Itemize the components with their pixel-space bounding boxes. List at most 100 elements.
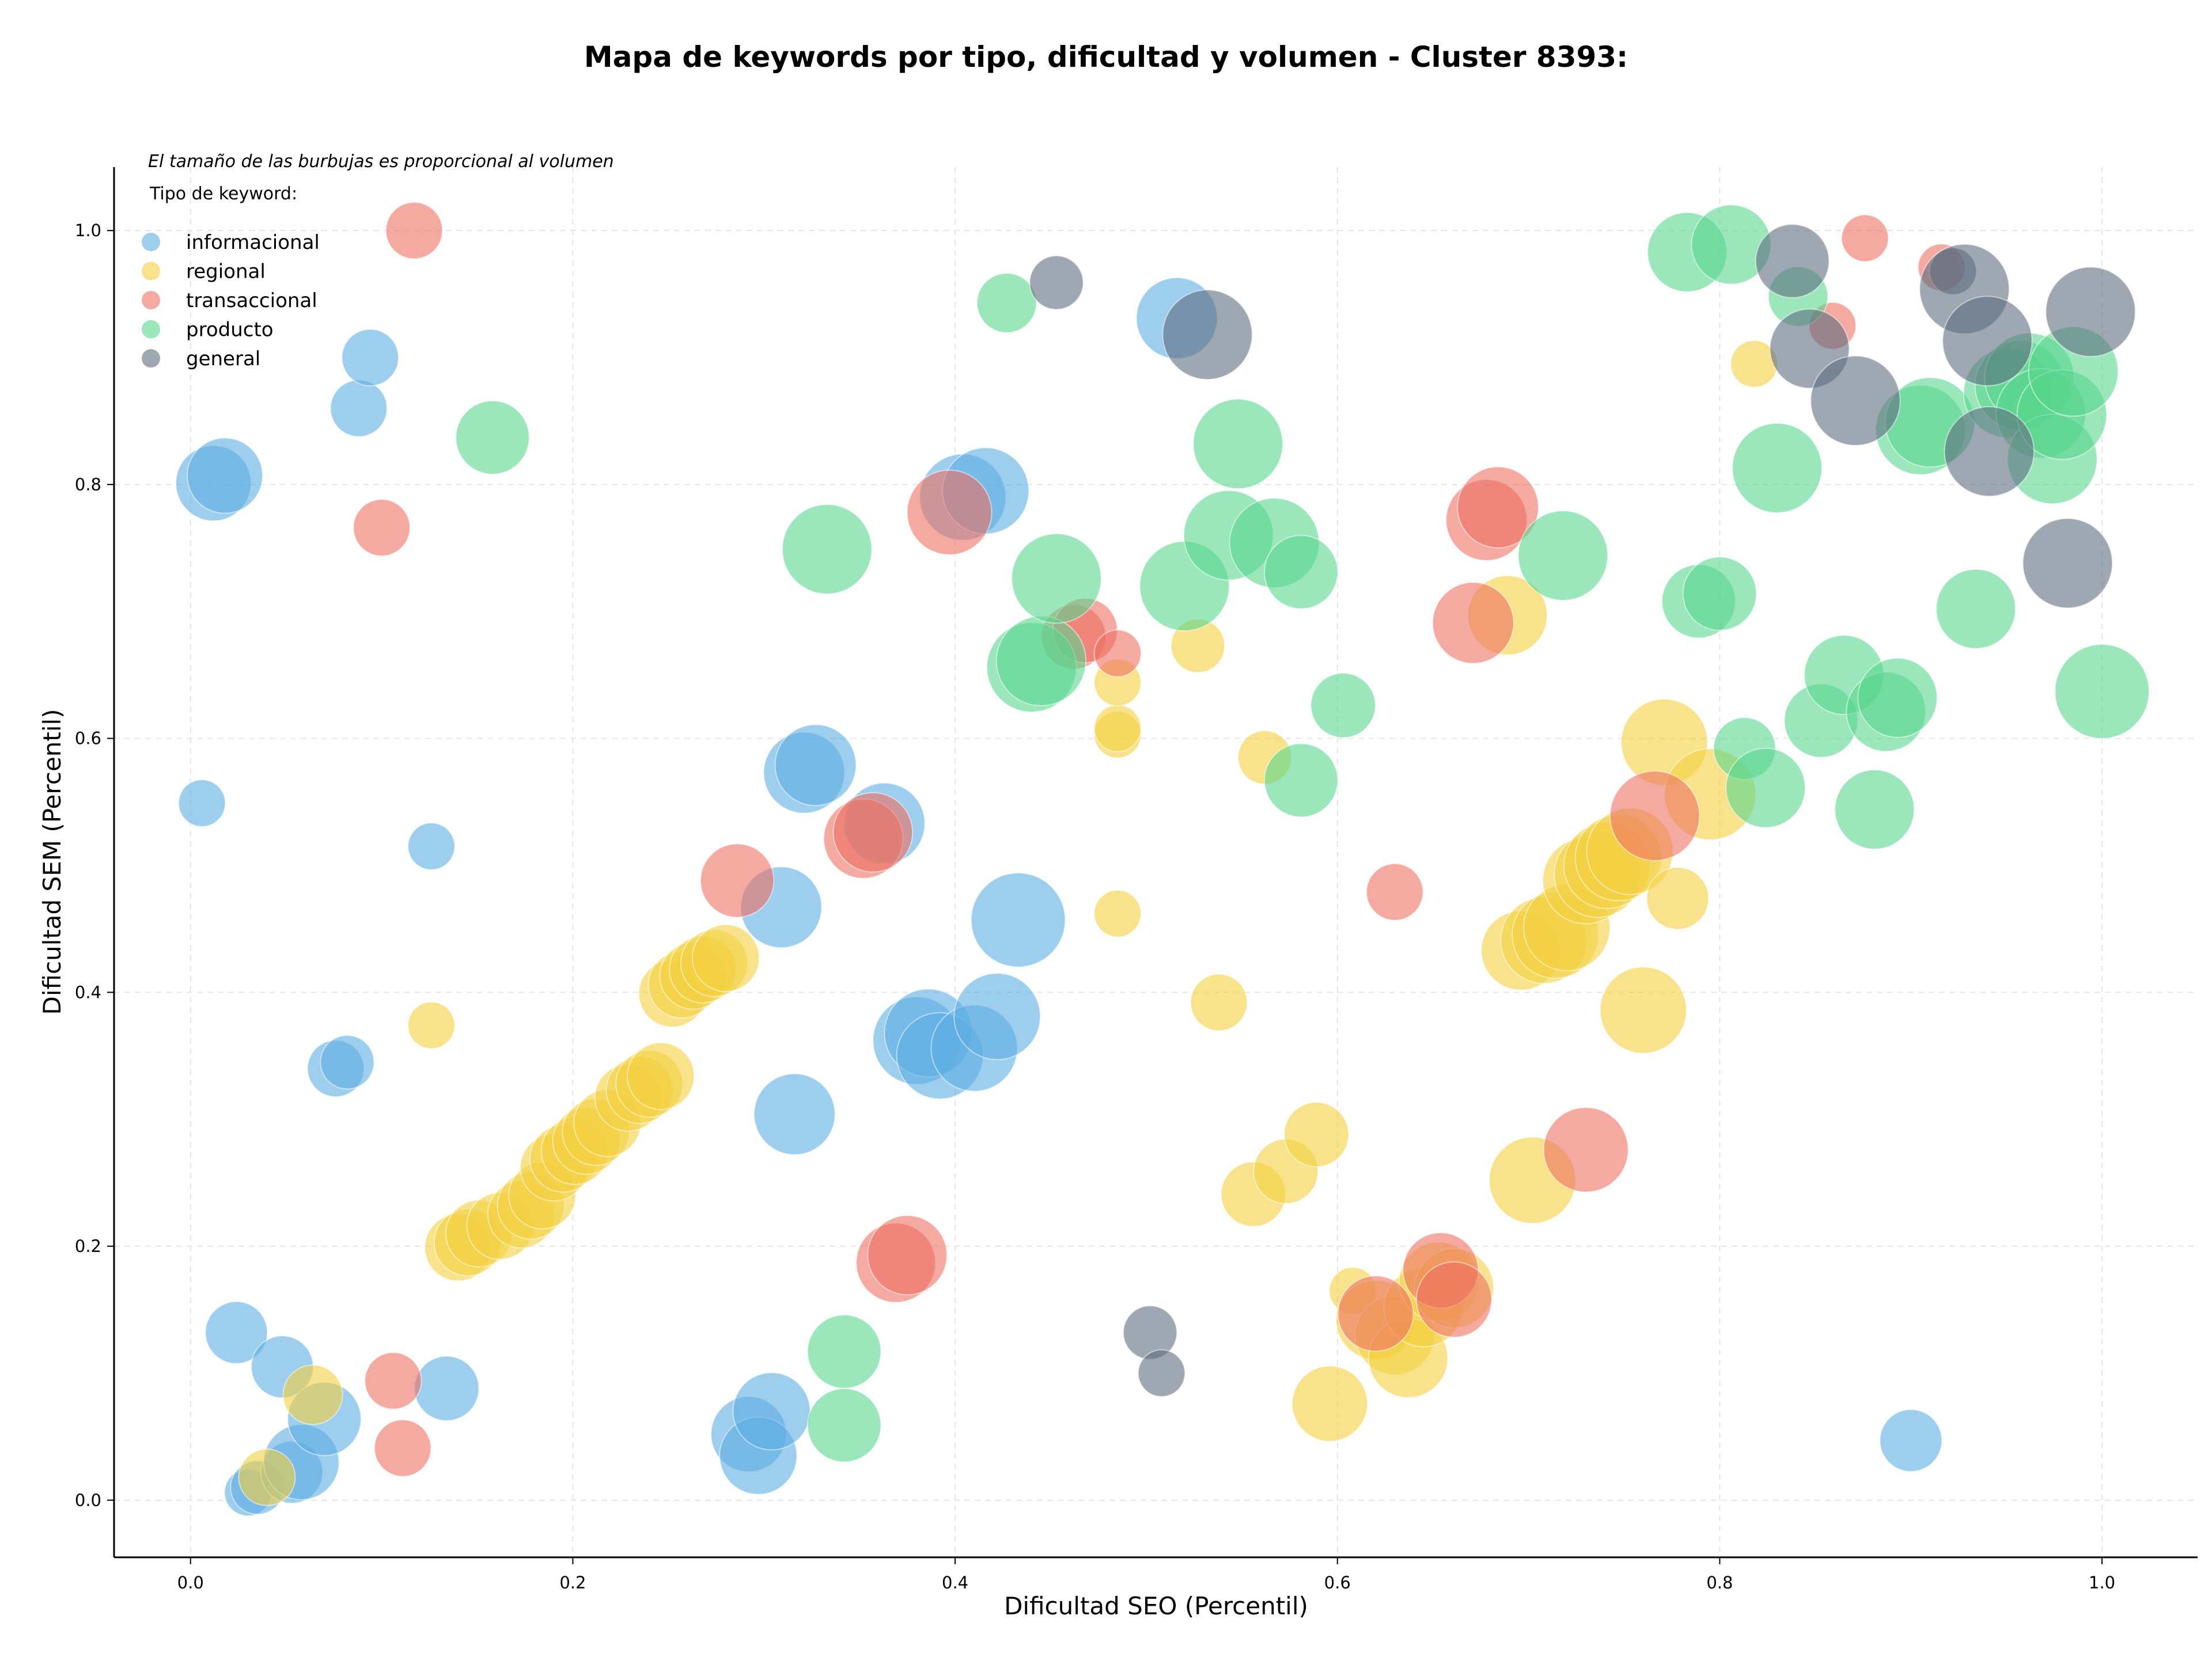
bubble-transaccional: [1366, 863, 1424, 921]
legend-label-producto: producto: [186, 319, 274, 342]
legend-label-informacional: informacional: [186, 231, 320, 254]
chart-title: Mapa de keywords por tipo, dificultad y …: [584, 40, 1628, 74]
bubble-informacional: [341, 328, 399, 387]
bubble-general: [2045, 266, 2136, 357]
legend-marker-regional: [142, 262, 160, 281]
bubble-transaccional: [1337, 1275, 1414, 1352]
bubble-informacional: [732, 1372, 811, 1451]
bubble-general: [1810, 355, 1901, 447]
bubble-transaccional: [867, 1214, 948, 1296]
bubble-producto: [782, 504, 873, 595]
legend-marker-transaccional: [142, 291, 160, 309]
bubble-transaccional: [1543, 1107, 1629, 1193]
bubble-producto: [1011, 533, 1102, 624]
bubble-informacional: [1879, 1409, 1943, 1473]
bubble-producto: [995, 615, 1087, 706]
bubble-producto: [1263, 743, 1339, 818]
bubble-transaccional: [385, 202, 444, 260]
bubble-producto: [806, 1314, 882, 1389]
x-tick-label: 0.6: [1324, 1573, 1351, 1592]
bubble-regional: [1283, 1102, 1350, 1168]
legend: informacional regional transaccional produc…: [142, 231, 320, 370]
x-tick-label: 0.8: [1706, 1573, 1733, 1592]
bubble-general: [1029, 255, 1084, 311]
x-tick-label: 0.0: [177, 1573, 204, 1592]
bubble-regional: [1093, 890, 1142, 938]
bubble-regional: [691, 924, 760, 992]
bubble-transaccional: [832, 792, 914, 873]
bubble-regional: [1646, 867, 1710, 930]
bubble-regional: [1599, 966, 1687, 1054]
bubble-producto: [976, 273, 1037, 334]
legend-label-general: general: [186, 347, 260, 370]
y-tick-label: 0.2: [75, 1236, 101, 1256]
bubble-producto: [1936, 569, 2016, 649]
legend-label-regional: regional: [186, 260, 266, 283]
legend-label-transaccional: transaccional: [186, 289, 317, 312]
bubble-general: [1944, 406, 2035, 497]
bubble-informacional: [204, 1301, 268, 1364]
bubble-regional: [627, 1042, 695, 1110]
bubble-transaccional: [1415, 1261, 1493, 1338]
bubble-transaccional: [373, 1419, 432, 1477]
bubble-informacional: [414, 1355, 480, 1421]
bubble-informacional: [953, 973, 1041, 1061]
bubble-transaccional: [1609, 770, 1700, 861]
y-tick-label: 1.0: [75, 221, 101, 240]
bubble-general: [1755, 224, 1830, 298]
x-tick-label: 1.0: [2089, 1573, 2115, 1592]
bubble-producto: [1732, 422, 1823, 513]
bubble-regional: [282, 1364, 343, 1425]
bubble-informacional: [970, 872, 1066, 968]
y-axis-ticks: 0.0 0.2 0.4 0.6 0.8 1.0: [75, 221, 114, 1510]
bubble-general: [1137, 1349, 1186, 1398]
bubble-producto: [1310, 672, 1376, 739]
bubble-producto: [1192, 398, 1283, 490]
bubble-regional: [238, 1448, 296, 1507]
bubble-informacional: [187, 437, 263, 514]
bubble-producto: [1263, 535, 1339, 610]
x-axis-ticks: 0.0 0.2 0.4 0.6 0.8 1.0: [177, 1557, 2115, 1592]
y-tick-label: 0.6: [75, 729, 101, 748]
bubble-informacional: [407, 822, 456, 871]
bubble-regional: [1093, 704, 1142, 752]
bubble-regional: [1291, 1365, 1368, 1442]
bubble-transaccional: [364, 1352, 422, 1410]
bubble-producto: [1834, 769, 1915, 850]
legend-title: Tipo de keyword:: [149, 184, 297, 204]
bubble-producto: [2054, 644, 2150, 739]
bubble-regional: [1190, 973, 1248, 1032]
bubble-informacional: [329, 379, 388, 437]
bubble-transaccional: [1432, 581, 1514, 664]
bubble-transaccional: [353, 498, 411, 557]
bubble-transaccional: [1093, 629, 1142, 678]
bubble-general: [1942, 296, 2033, 387]
x-axis-label: Dificultad SEO (Percentil): [1004, 1592, 1308, 1620]
y-tick-label: 0.0: [75, 1490, 101, 1510]
bubble-transaccional: [1841, 214, 1889, 263]
bubble-size-note: El tamaño de las burbujas es proporciona…: [148, 152, 614, 172]
y-axis-label: Dificultad SEM (Percentil): [38, 709, 66, 1015]
y-tick-label: 0.4: [75, 982, 101, 1002]
legend-marker-general: [142, 349, 160, 368]
legend-marker-informacional: [142, 233, 160, 251]
bubble-producto: [1682, 556, 1758, 631]
bubble-informacional: [774, 724, 857, 807]
bubble-transaccional: [700, 843, 775, 918]
y-tick-label: 0.8: [75, 475, 101, 494]
bubble-informacional: [178, 779, 226, 827]
x-tick-label: 0.4: [942, 1573, 968, 1592]
bubble-producto: [1725, 747, 1806, 828]
data-points: [175, 202, 2150, 1517]
bubble-producto: [806, 1388, 882, 1463]
x-tick-label: 0.2: [559, 1573, 586, 1592]
bubble-informacional: [753, 1073, 836, 1156]
bubble-producto: [1517, 510, 1609, 601]
bubble-regional: [407, 1001, 456, 1050]
bubble-general: [1162, 289, 1253, 380]
bubble-transaccional: [1457, 466, 1539, 548]
bubble-informacional: [320, 1035, 375, 1090]
bubble-producto: [455, 400, 530, 475]
legend-marker-producto: [142, 320, 160, 339]
